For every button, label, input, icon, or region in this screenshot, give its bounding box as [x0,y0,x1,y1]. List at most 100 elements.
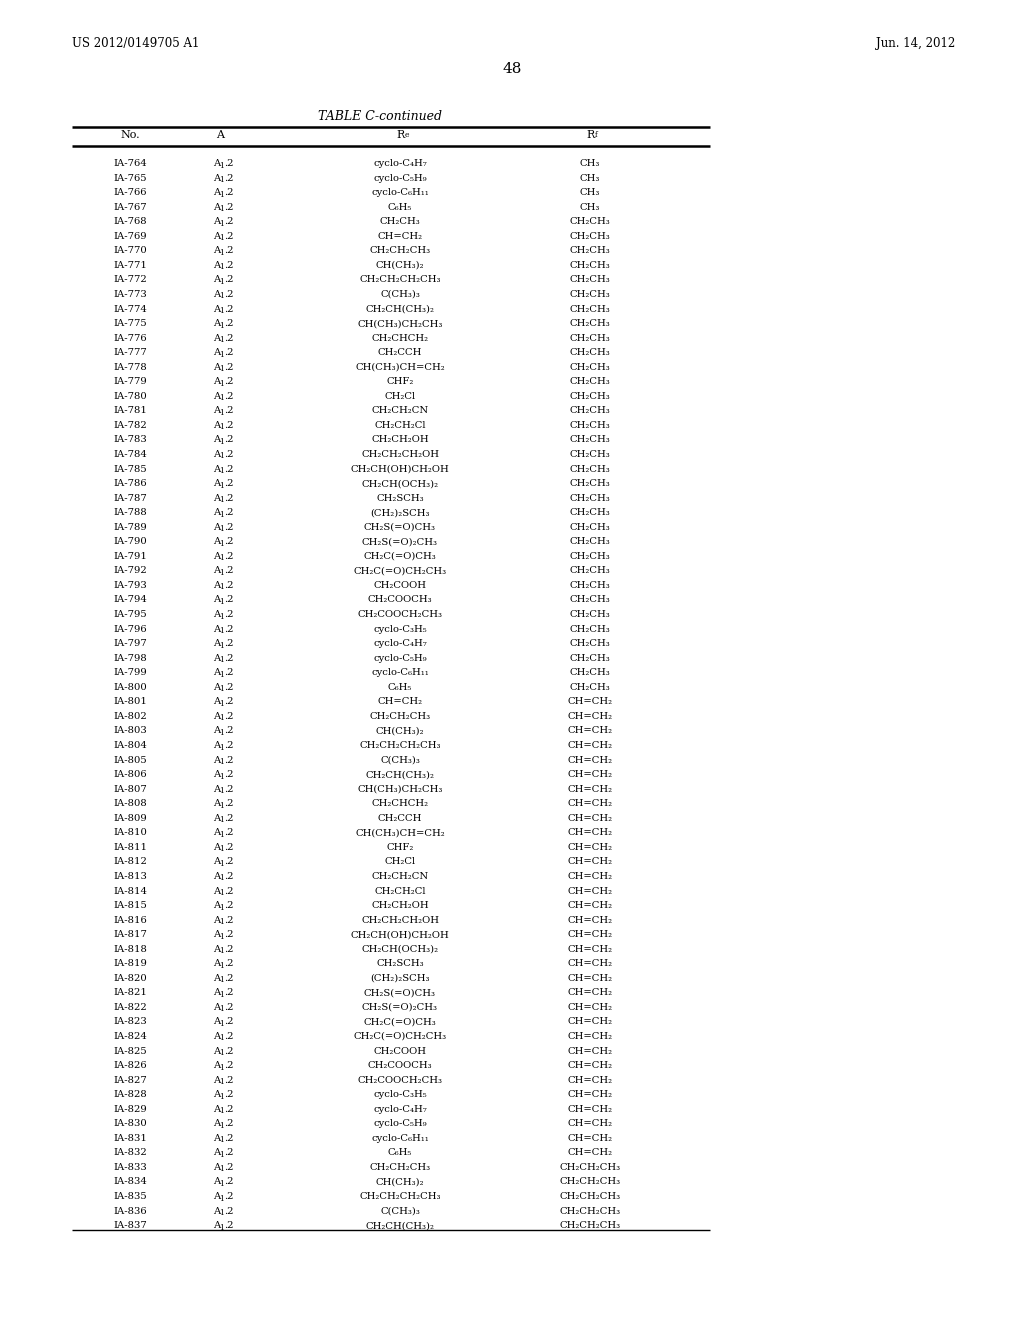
Text: CH₂COOCH₃: CH₂COOCH₃ [368,1061,432,1071]
Text: 1: 1 [219,977,224,985]
Text: 1: 1 [219,859,224,869]
Text: 1: 1 [219,874,224,883]
Text: CH=CH₂: CH=CH₂ [567,1018,612,1027]
Text: .2: .2 [224,989,233,998]
Text: IA-821: IA-821 [113,989,146,998]
Text: CH₂CH₂CH₂CH₃: CH₂CH₂CH₂CH₃ [359,276,440,284]
Text: A: A [213,610,220,619]
Text: A: A [213,1047,220,1056]
Text: CH=CH₂: CH=CH₂ [567,1047,612,1056]
Text: 1: 1 [219,1209,224,1217]
Text: IA-775: IA-775 [113,319,146,329]
Text: .2: .2 [224,173,233,182]
Text: A: A [213,755,220,764]
Text: 1: 1 [219,409,224,417]
Text: CH=CH₂: CH=CH₂ [567,960,612,969]
Text: IA-825: IA-825 [113,1047,146,1056]
Text: 1: 1 [219,627,224,635]
Text: CH₂CH₃: CH₂CH₃ [569,682,610,692]
Text: 1: 1 [219,424,224,432]
Text: CH(CH₃)CH₂CH₃: CH(CH₃)CH₂CH₃ [357,784,442,793]
Text: CH₂S(=O)CH₃: CH₂S(=O)CH₃ [364,989,436,998]
Text: CH₂C(=O)CH₂CH₃: CH₂C(=O)CH₂CH₃ [353,1032,446,1041]
Text: A: A [213,1119,220,1129]
Text: CH₂COOH: CH₂COOH [374,1047,427,1056]
Text: CH₂CH₂Cl: CH₂CH₂Cl [374,421,426,430]
Text: IA-786: IA-786 [114,479,146,488]
Text: IA-765: IA-765 [114,173,146,182]
Text: .2: .2 [224,697,233,706]
Text: Jun. 14, 2012: Jun. 14, 2012 [876,37,955,50]
Text: .2: .2 [224,552,233,561]
Text: IA-802: IA-802 [113,711,146,721]
Text: A: A [213,1134,220,1143]
Text: .2: .2 [224,1061,233,1071]
Text: IA-798: IA-798 [113,653,146,663]
Text: 1: 1 [219,1078,224,1086]
Text: CH₂CH₃: CH₂CH₃ [569,465,610,474]
Text: 1: 1 [219,991,224,999]
Text: IA-818: IA-818 [113,945,146,953]
Text: IA-805: IA-805 [113,755,146,764]
Text: CH=CH₂: CH=CH₂ [567,726,612,735]
Text: CH=CH₂: CH=CH₂ [567,1003,612,1012]
Text: CH₂S(=O)₂CH₃: CH₂S(=O)₂CH₃ [362,537,438,546]
Text: IA-820: IA-820 [113,974,146,983]
Text: CH₃: CH₃ [580,173,600,182]
Text: A: A [213,523,220,532]
Text: .2: .2 [224,902,233,909]
Text: 1: 1 [219,1064,224,1072]
Text: 1: 1 [219,219,224,227]
Text: .2: .2 [224,1148,233,1158]
Text: 1: 1 [219,1006,224,1014]
Text: A: A [213,639,220,648]
Text: A: A [213,829,220,837]
Text: .2: .2 [224,1003,233,1012]
Text: A: A [213,813,220,822]
Text: IA-819: IA-819 [113,960,146,969]
Text: A: A [213,158,220,168]
Text: IA-824: IA-824 [113,1032,146,1041]
Text: A: A [213,407,220,416]
Text: 1: 1 [219,205,224,213]
Text: A: A [213,479,220,488]
Text: A: A [213,537,220,546]
Text: CH=CH₂: CH=CH₂ [567,741,612,750]
Text: IA-835: IA-835 [113,1192,146,1201]
Text: cyclo-C₆H₁₁: cyclo-C₆H₁₁ [371,668,429,677]
Text: .2: .2 [224,450,233,459]
Text: 1: 1 [219,1151,224,1159]
Text: A: A [213,697,220,706]
Text: C₆H₅: C₆H₅ [388,203,412,211]
Text: CH=CH₂: CH=CH₂ [567,945,612,953]
Text: CH₂CH₃: CH₂CH₃ [569,378,610,387]
Text: IA-789: IA-789 [113,523,146,532]
Text: IA-787: IA-787 [113,494,146,503]
Text: IA-764: IA-764 [113,158,146,168]
Text: CH₂CH₃: CH₂CH₃ [569,508,610,517]
Text: IA-815: IA-815 [113,902,146,909]
Text: 1: 1 [219,1180,224,1188]
Text: .2: .2 [224,741,233,750]
Text: 1: 1 [219,380,224,388]
Text: IA-832: IA-832 [113,1148,146,1158]
Text: .2: .2 [224,261,233,269]
Text: .2: .2 [224,1206,233,1216]
Text: IA-777: IA-777 [113,348,146,358]
Text: .2: .2 [224,1177,233,1187]
Text: 1: 1 [219,1166,224,1173]
Text: CH₂CH₃: CH₂CH₃ [569,334,610,343]
Text: (CH₂)₂SCH₃: (CH₂)₂SCH₃ [371,974,430,983]
Text: 1: 1 [219,962,224,970]
Text: IA-814: IA-814 [113,887,147,895]
Text: .2: .2 [224,610,233,619]
Text: CH₂CH₃: CH₂CH₃ [569,566,610,576]
Text: .2: .2 [224,421,233,430]
Text: A: A [213,726,220,735]
Text: 1: 1 [219,1020,224,1028]
Text: A: A [213,261,220,269]
Text: 1: 1 [219,904,224,912]
Text: IA-831: IA-831 [113,1134,146,1143]
Text: 1: 1 [219,293,224,301]
Text: .2: .2 [224,755,233,764]
